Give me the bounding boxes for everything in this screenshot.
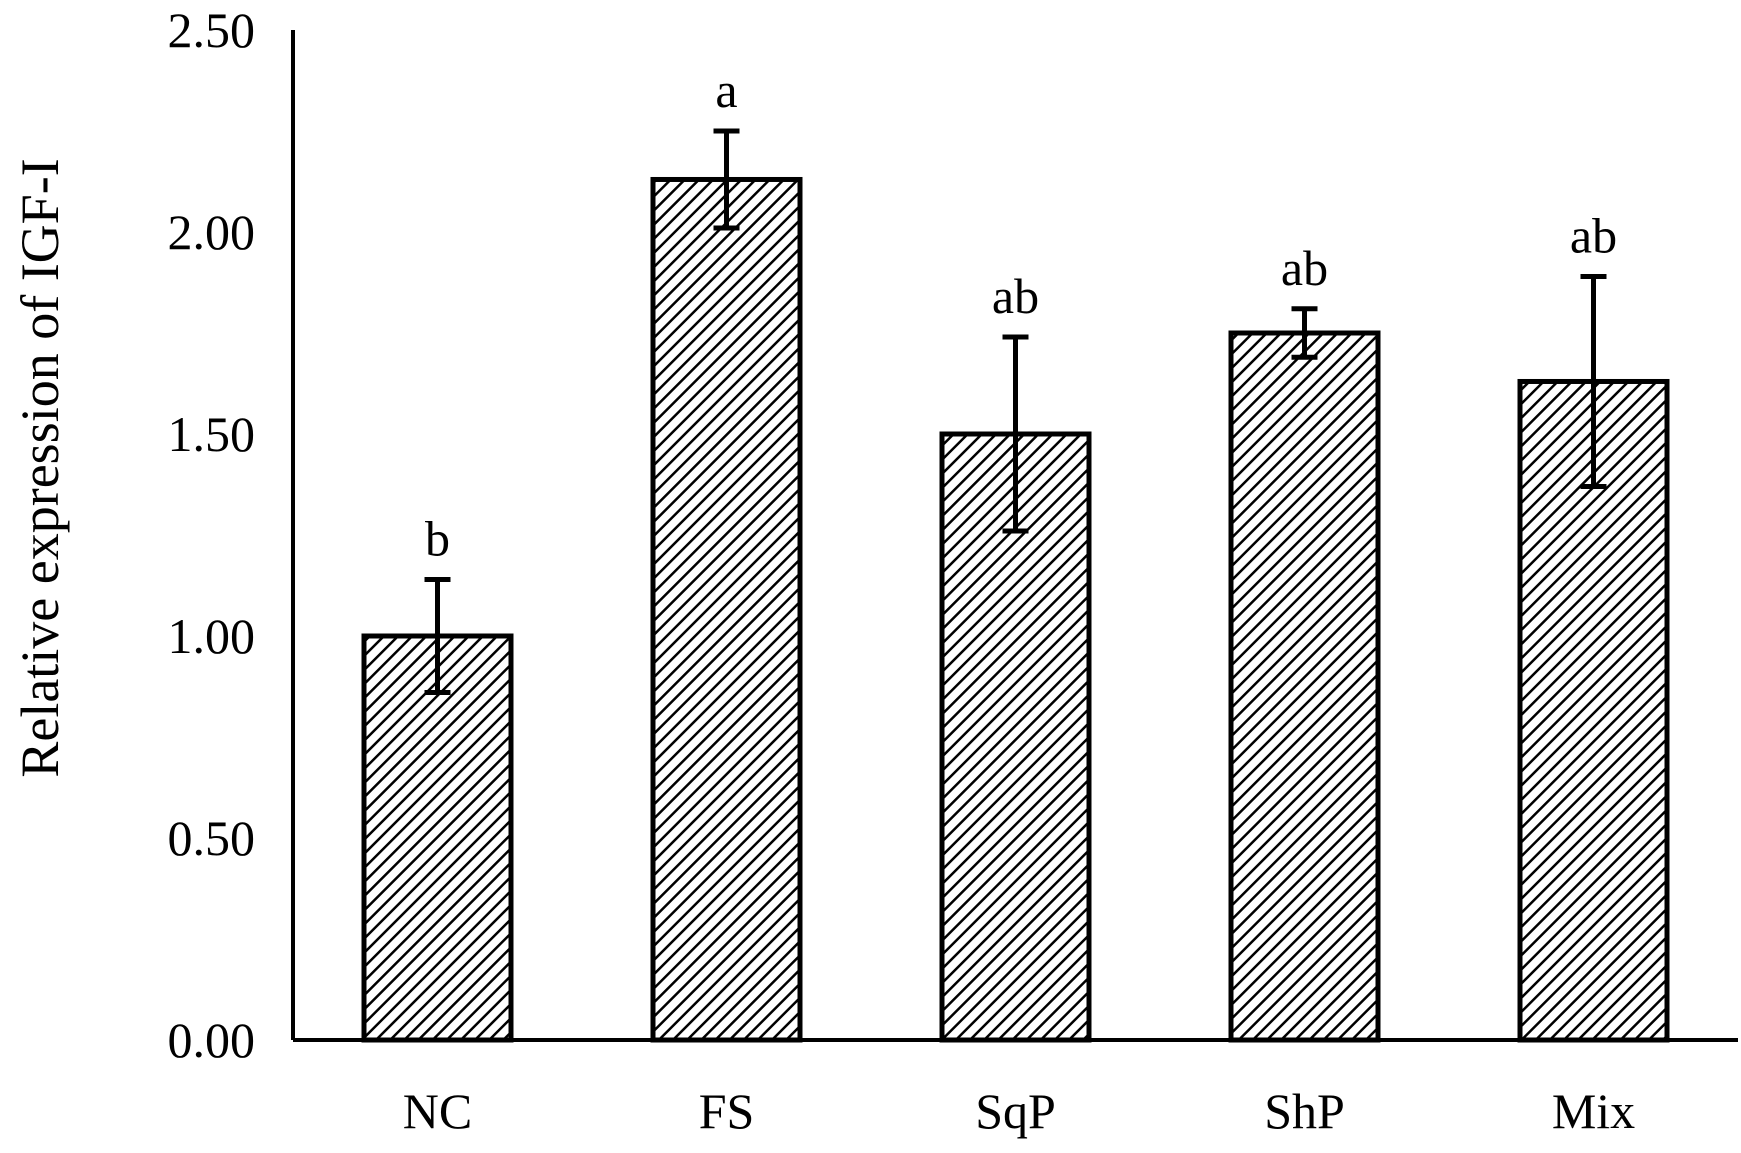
y-tick-label: 2.50 — [168, 2, 256, 58]
significance-label-fs: a — [715, 62, 737, 118]
x-tick-label-nc: NC — [403, 1083, 472, 1139]
y-tick-label: 1.00 — [168, 608, 256, 664]
significance-label-shp: ab — [1281, 240, 1328, 296]
x-tick-label-mix: Mix — [1552, 1083, 1635, 1139]
bar-nc — [361, 633, 514, 1043]
error-bar-mix — [1580, 273, 1607, 490]
error-bar-nc — [424, 576, 451, 696]
y-axis-title: Relative expression of IGF-I — [10, 158, 70, 777]
bar-sqp — [939, 431, 1092, 1043]
error-bar-shp — [1291, 306, 1318, 360]
bars — [361, 128, 1670, 1043]
y-tick-label: 2.00 — [168, 204, 256, 260]
error-bar-sqp — [1002, 334, 1029, 534]
x-tick-label-shp: ShP — [1264, 1083, 1345, 1139]
x-tick-label-sqp: SqP — [975, 1083, 1056, 1139]
bar-fs — [650, 176, 803, 1043]
x-tick-label-fs: FS — [699, 1083, 755, 1139]
bar-shp — [1228, 330, 1381, 1043]
bar-mix — [1517, 378, 1670, 1043]
error-bar-fs — [713, 128, 740, 231]
y-tick-label: 0.00 — [168, 1012, 256, 1068]
y-tick-label: 0.50 — [168, 810, 256, 866]
labels: 0.00 0.50 1.00 1.50 2.00 2.50 b NC a FS ab SqP ab ShP… — [168, 2, 1636, 1139]
significance-label-mix: ab — [1570, 207, 1617, 263]
significance-label-nc: b — [425, 510, 450, 566]
significance-label-sqp: ab — [992, 268, 1039, 324]
y-tick-label: 1.50 — [168, 406, 256, 462]
